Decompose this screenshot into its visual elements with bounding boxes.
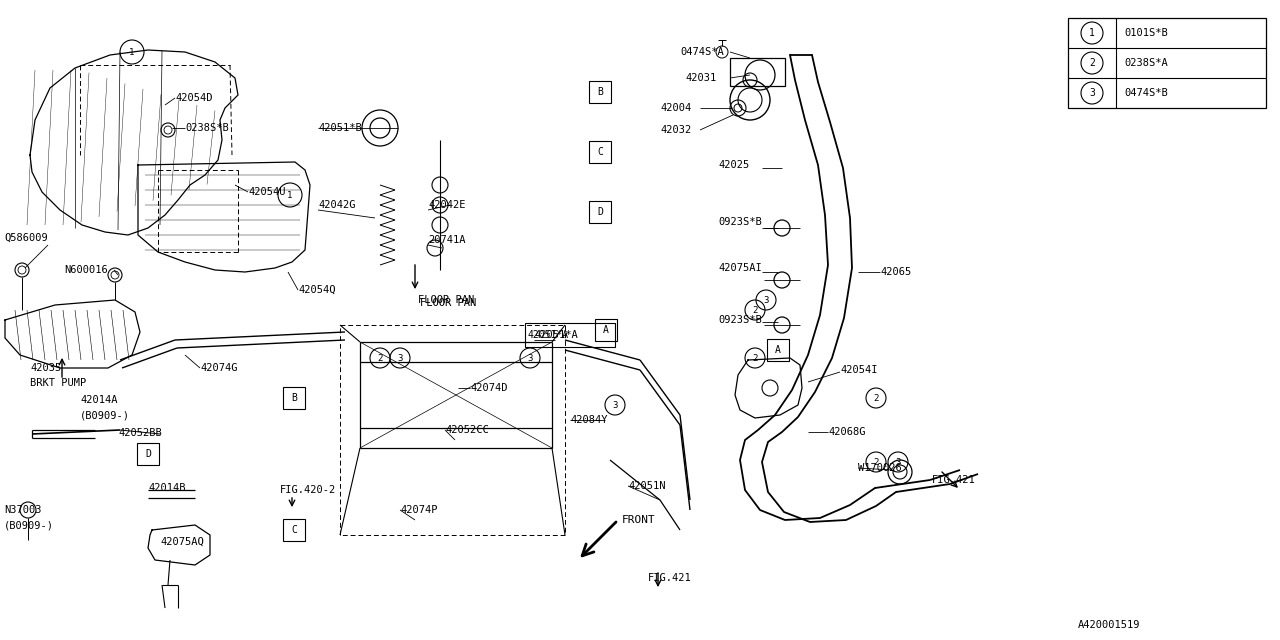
Text: 1: 1 bbox=[129, 47, 134, 56]
Bar bbox=[589, 201, 611, 223]
Text: 42014B: 42014B bbox=[148, 483, 186, 493]
Text: 42051*A: 42051*A bbox=[534, 330, 577, 340]
Bar bbox=[730, 58, 785, 86]
Text: 42052BB: 42052BB bbox=[118, 428, 161, 438]
Text: A: A bbox=[603, 325, 609, 335]
Text: 2: 2 bbox=[378, 353, 383, 362]
Text: 0238S*B: 0238S*B bbox=[186, 123, 229, 133]
Bar bbox=[283, 387, 305, 409]
Text: W170026: W170026 bbox=[858, 463, 901, 473]
Text: Q586009: Q586009 bbox=[4, 233, 47, 243]
Text: 42052CC: 42052CC bbox=[445, 425, 489, 435]
Text: FLOOR PAN: FLOOR PAN bbox=[419, 295, 475, 305]
Text: FLOOR PAN: FLOOR PAN bbox=[420, 298, 476, 308]
Text: N600016: N600016 bbox=[64, 265, 108, 275]
Text: 3: 3 bbox=[895, 458, 901, 467]
Text: 42075AQ: 42075AQ bbox=[160, 537, 204, 547]
Text: 42068G: 42068G bbox=[828, 427, 865, 437]
Text: FIG.420-2: FIG.420-2 bbox=[280, 485, 337, 495]
Text: 0474S*A: 0474S*A bbox=[680, 47, 723, 57]
Bar bbox=[589, 141, 611, 163]
Text: 1: 1 bbox=[287, 191, 293, 200]
Text: 42042G: 42042G bbox=[317, 200, 356, 210]
Bar bbox=[595, 319, 617, 341]
Text: D: D bbox=[145, 449, 151, 459]
Text: BRKT PUMP: BRKT PUMP bbox=[29, 378, 86, 388]
Text: 42074D: 42074D bbox=[470, 383, 507, 393]
Text: 42004: 42004 bbox=[660, 103, 691, 113]
Text: 3: 3 bbox=[612, 401, 618, 410]
Text: 42054Q: 42054Q bbox=[298, 285, 335, 295]
Text: 42054U: 42054U bbox=[248, 187, 285, 197]
Text: 42054D: 42054D bbox=[175, 93, 212, 103]
Text: 0923S*B: 0923S*B bbox=[718, 315, 762, 325]
Text: 42074P: 42074P bbox=[399, 505, 438, 515]
Text: 42032: 42032 bbox=[660, 125, 691, 135]
Text: 20741A: 20741A bbox=[428, 235, 466, 245]
Text: 42054I: 42054I bbox=[840, 365, 878, 375]
Text: (B0909-): (B0909-) bbox=[79, 410, 131, 420]
Bar bbox=[137, 443, 159, 465]
Text: 2: 2 bbox=[873, 458, 878, 467]
Bar bbox=[767, 339, 788, 361]
Text: 2: 2 bbox=[753, 305, 758, 314]
Bar bbox=[525, 323, 614, 347]
Text: FRONT: FRONT bbox=[622, 515, 655, 525]
Text: FIG.421: FIG.421 bbox=[932, 475, 975, 485]
Text: 42065: 42065 bbox=[881, 267, 911, 277]
Text: 42031: 42031 bbox=[685, 73, 717, 83]
Text: 0238S*A: 0238S*A bbox=[1124, 58, 1167, 68]
Text: 2: 2 bbox=[753, 353, 758, 362]
Text: 0923S*B: 0923S*B bbox=[718, 217, 762, 227]
Text: 3: 3 bbox=[763, 296, 769, 305]
Text: B: B bbox=[596, 87, 603, 97]
Text: (B0909-): (B0909-) bbox=[4, 520, 54, 530]
Text: 42074G: 42074G bbox=[200, 363, 238, 373]
Text: 3: 3 bbox=[397, 353, 403, 362]
Text: A: A bbox=[776, 345, 781, 355]
Text: 42051*B: 42051*B bbox=[317, 123, 362, 133]
Text: B: B bbox=[291, 393, 297, 403]
Text: 42051*A: 42051*A bbox=[529, 330, 570, 340]
Text: 42042E: 42042E bbox=[428, 200, 466, 210]
Bar bbox=[283, 519, 305, 541]
Bar bbox=[589, 81, 611, 103]
Text: FIG.421: FIG.421 bbox=[648, 573, 691, 583]
Text: 42035: 42035 bbox=[29, 363, 61, 373]
Text: 2: 2 bbox=[1089, 58, 1094, 68]
Text: 42014A: 42014A bbox=[79, 395, 118, 405]
Text: N37003: N37003 bbox=[4, 505, 41, 515]
Text: 3: 3 bbox=[527, 353, 532, 362]
Bar bbox=[1068, 18, 1266, 108]
Text: C: C bbox=[596, 147, 603, 157]
Text: C: C bbox=[291, 525, 297, 535]
Text: 42025: 42025 bbox=[718, 160, 749, 170]
Text: D: D bbox=[596, 207, 603, 217]
Text: 2: 2 bbox=[873, 394, 878, 403]
Text: 0101S*B: 0101S*B bbox=[1124, 28, 1167, 38]
Text: A420001519: A420001519 bbox=[1078, 620, 1140, 630]
Text: 42075AI: 42075AI bbox=[718, 263, 762, 273]
Text: 42051N: 42051N bbox=[628, 481, 666, 491]
Text: 42084Y: 42084Y bbox=[570, 415, 608, 425]
Text: 1: 1 bbox=[1089, 28, 1094, 38]
Text: 0474S*B: 0474S*B bbox=[1124, 88, 1167, 98]
Text: 3: 3 bbox=[1089, 88, 1094, 98]
